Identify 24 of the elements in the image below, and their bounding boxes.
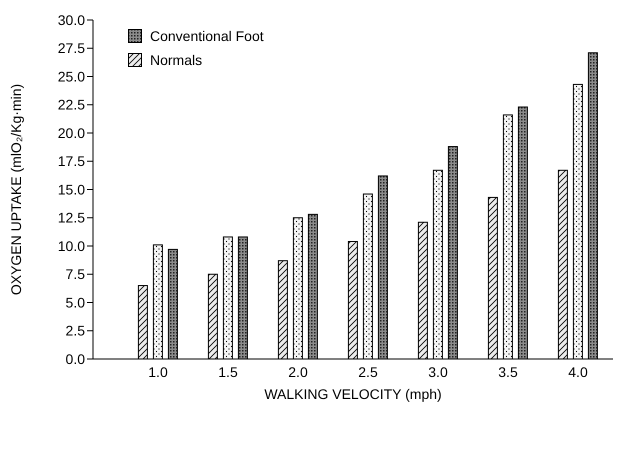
y-tick-label: 0.0: [66, 350, 86, 367]
x-tick-label: 2.0: [288, 364, 308, 380]
y-tick-label: 7.5: [66, 266, 86, 282]
y-tick-label: 27.5: [58, 40, 86, 56]
x-tick-label: 2.5: [358, 364, 378, 380]
y-tick-label: 10.0: [58, 238, 86, 254]
x-tick-label: 4.0: [568, 364, 588, 380]
y-tick-label: 12.5: [58, 210, 86, 226]
x-tick-label: 1.5: [218, 364, 238, 380]
legend-label: Normals: [150, 52, 202, 68]
y-tick-label: 2.5: [66, 322, 86, 339]
x-tick-label: 1.0: [148, 364, 168, 380]
y-tick-label: 22.5: [58, 96, 86, 113]
y-axis-title: OXYGEN UPTAKE (mlO₂/Kg·min): [8, 84, 24, 296]
y-tick-label: 17.5: [58, 153, 86, 170]
legend-label: Conventional Foot: [150, 28, 264, 44]
y-tick-label: 5.0: [66, 294, 86, 310]
y-tick-label: 30.0: [58, 12, 86, 28]
x-tick-label: 3.5: [498, 364, 518, 380]
y-tick-label: 20.0: [58, 124, 86, 141]
y-tick-label: 15.0: [58, 181, 86, 198]
y-tick-label: 25.0: [58, 68, 86, 84]
x-tick-label: 3.0: [428, 364, 448, 380]
x-axis-title: WALKING VELOCITY (mph): [264, 386, 442, 402]
